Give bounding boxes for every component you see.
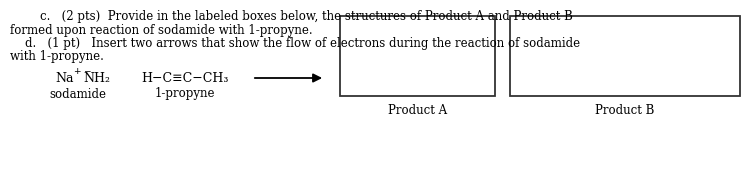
Text: −: −: [83, 67, 91, 76]
Text: Product B: Product B: [596, 104, 655, 117]
Text: c.   (2 pts)  Provide in the labeled boxes below, the structures of Product A an: c. (2 pts) Provide in the labeled boxes …: [40, 10, 573, 23]
Text: NH₂: NH₂: [83, 71, 110, 84]
Text: Product A: Product A: [388, 104, 447, 117]
Text: Na: Na: [55, 71, 74, 84]
Text: +: +: [73, 67, 80, 76]
Bar: [340, 16, 495, 96]
Text: d.   (1 pt)   Insert two arrows that show the flow of electrons during the react: d. (1 pt) Insert two arrows that show th…: [10, 37, 580, 50]
Text: H−C≡C−CH₃: H−C≡C−CH₃: [141, 71, 229, 84]
Text: 1-propyne: 1-propyne: [154, 87, 215, 100]
Text: with 1-propyne.: with 1-propyne.: [10, 50, 104, 63]
Text: formed upon reaction of sodamide with 1-propyne.: formed upon reaction of sodamide with 1-…: [10, 24, 313, 37]
Text: sodamide: sodamide: [50, 87, 106, 100]
Bar: [510, 16, 740, 96]
